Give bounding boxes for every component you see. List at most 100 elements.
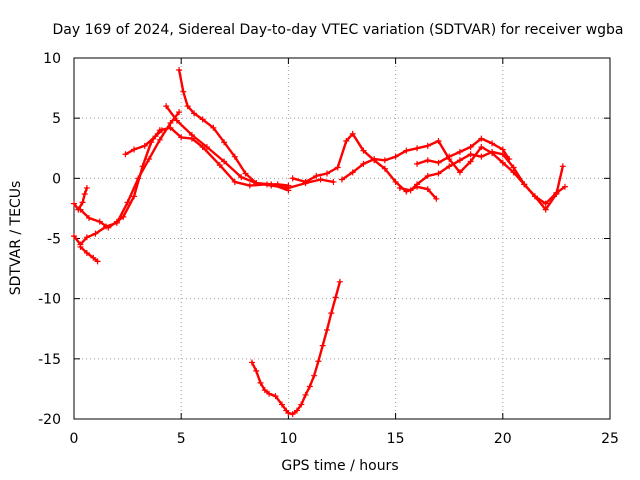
data-point	[103, 223, 110, 230]
data-point	[510, 164, 517, 171]
data-point	[266, 390, 273, 397]
series-arc-12	[414, 135, 513, 167]
data-point	[131, 146, 138, 153]
data-point	[86, 215, 93, 222]
series-line	[72, 110, 181, 246]
data-point	[71, 233, 77, 240]
series-line	[415, 137, 511, 166]
data-point	[478, 153, 485, 160]
data-point	[242, 170, 249, 177]
data-point	[506, 156, 513, 163]
data-point	[191, 110, 198, 117]
data-point	[396, 184, 403, 191]
data-point	[456, 169, 463, 176]
data-point	[467, 158, 474, 165]
data-point	[414, 160, 421, 167]
data-point	[315, 358, 322, 365]
data-point	[433, 195, 440, 202]
data-point	[122, 151, 129, 158]
y-tick-label: 10	[43, 51, 61, 67]
data-point	[79, 199, 86, 206]
data-point	[71, 200, 77, 207]
data-point	[489, 148, 496, 155]
data-point	[261, 387, 268, 394]
series-arc-6	[176, 67, 292, 194]
data-point	[456, 148, 463, 155]
series-line	[177, 68, 290, 192]
series-arc-11	[396, 148, 566, 213]
data-point	[285, 409, 292, 416]
data-point	[323, 326, 330, 333]
data-point	[158, 127, 165, 134]
data-point	[521, 181, 528, 188]
data-point	[94, 258, 101, 265]
data-point	[210, 124, 217, 131]
y-tick-label: -15	[38, 352, 61, 368]
y-tick-label: -10	[38, 292, 61, 308]
data-point	[336, 278, 343, 285]
data-point	[167, 119, 174, 126]
data-point	[293, 407, 300, 414]
data-point	[113, 219, 120, 226]
data-point	[381, 165, 388, 172]
data-point	[96, 218, 103, 225]
x-tick-label: 20	[494, 431, 512, 447]
data-point	[272, 393, 279, 400]
data-point	[499, 159, 506, 166]
data-point	[349, 169, 356, 176]
x-tick-label: 15	[387, 431, 405, 447]
series-arc-3	[71, 109, 183, 248]
data-point	[339, 176, 345, 183]
data-point	[446, 153, 453, 160]
data-point	[152, 133, 159, 140]
data-point	[467, 144, 474, 151]
data-point	[178, 134, 185, 141]
data-point	[92, 230, 99, 237]
data-point	[257, 379, 264, 386]
data-point	[180, 88, 187, 95]
series-line	[79, 245, 99, 263]
data-point	[478, 144, 485, 151]
data-point	[221, 158, 228, 165]
data-point	[246, 182, 253, 189]
data-point	[141, 142, 148, 149]
data-point	[306, 383, 313, 390]
series-arc-5	[122, 127, 165, 158]
data-point	[360, 147, 367, 154]
data-point	[289, 175, 296, 182]
data-point	[253, 180, 260, 187]
data-point	[163, 103, 170, 110]
data-layer	[71, 67, 568, 418]
data-point	[135, 175, 142, 182]
data-point	[392, 178, 399, 185]
data-point	[319, 342, 326, 349]
series-line	[250, 280, 342, 416]
data-point	[238, 174, 245, 181]
series-arc-2	[77, 124, 292, 231]
data-point	[478, 135, 485, 142]
data-point	[559, 163, 566, 170]
series-line	[164, 104, 335, 190]
data-point	[332, 294, 339, 301]
y-tick-label: 0	[52, 171, 61, 187]
data-point	[77, 206, 84, 213]
data-point	[173, 117, 180, 124]
data-point	[456, 157, 463, 164]
data-point	[317, 176, 324, 183]
data-point	[268, 182, 275, 189]
data-point	[407, 187, 414, 194]
data-point	[176, 109, 183, 116]
data-point	[349, 130, 356, 137]
x-axis-label: GPS time / hours	[281, 458, 398, 474]
series-line	[124, 128, 164, 156]
data-point	[424, 172, 431, 179]
data-point	[81, 190, 88, 197]
data-point	[124, 199, 131, 206]
y-tick-label: 5	[52, 111, 61, 127]
y-tick-label: -20	[38, 412, 61, 428]
data-point	[330, 178, 337, 185]
data-point	[561, 183, 568, 190]
data-point	[285, 184, 292, 191]
series-line	[79, 126, 290, 229]
